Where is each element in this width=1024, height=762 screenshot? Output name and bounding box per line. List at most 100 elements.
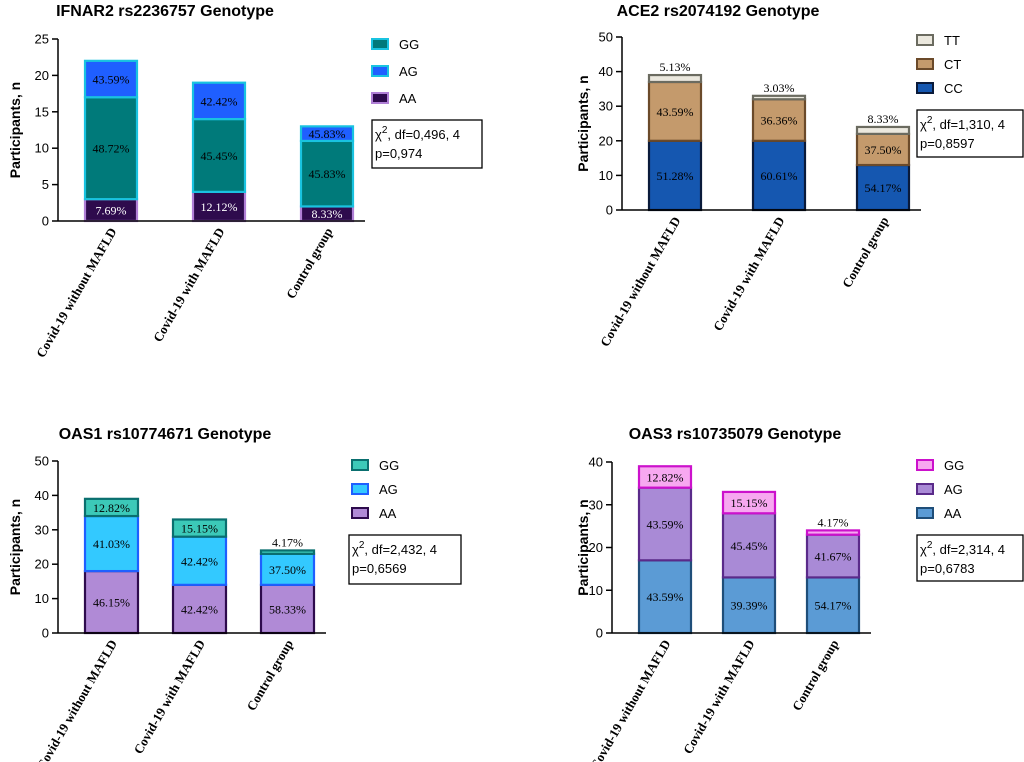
bar-segment-aa bbox=[721, 576, 777, 635]
data-label: 45.83% bbox=[309, 127, 346, 141]
stat-chi-line: χ2, df=2,314, 4 bbox=[920, 540, 1005, 557]
bar-segment-gg bbox=[637, 465, 693, 489]
chi-superscript: 2 bbox=[359, 540, 365, 551]
data-label: 54.17% bbox=[815, 599, 852, 613]
data-label: 48.72% bbox=[93, 142, 130, 156]
legend-swatch-gg bbox=[351, 459, 369, 471]
data-label: 5.13% bbox=[660, 60, 691, 74]
x-category-label: Control group bbox=[839, 214, 892, 290]
legend-label: GG bbox=[379, 458, 399, 473]
chi-symbol: χ bbox=[920, 542, 927, 557]
stat-p-value: p=0,8597 bbox=[920, 136, 975, 151]
x-category-label: Covid-19 with MAFLD bbox=[130, 637, 208, 756]
y-tick-label: 30 bbox=[599, 99, 613, 114]
chart-panel-2: ACE2 rs2074192 Genotype Participants, n 0 1… bbox=[575, 3, 1024, 349]
legend-label: TT bbox=[944, 33, 960, 48]
bar-segment-gg bbox=[805, 529, 861, 536]
data-label: 43.59% bbox=[657, 105, 694, 119]
x-category-label: Control group bbox=[283, 225, 336, 301]
data-label: 3.03% bbox=[764, 81, 795, 95]
data-label: 8.33% bbox=[868, 112, 899, 126]
y-tick-label: 40 bbox=[35, 488, 49, 503]
legend-swatch-aa bbox=[916, 507, 934, 519]
data-label: 43.59% bbox=[647, 517, 684, 531]
data-label: 42.42% bbox=[201, 94, 238, 108]
legend-swatch-gg bbox=[371, 38, 389, 50]
y-tick-label: 10 bbox=[599, 168, 613, 183]
stat-p-value: p=0,6783 bbox=[920, 561, 975, 576]
y-tick-label: 30 bbox=[35, 522, 49, 537]
bar-segment-ag bbox=[171, 535, 228, 586]
bar-segment-aa bbox=[805, 576, 861, 635]
x-category-label: Covid-19 with MAFLD bbox=[680, 637, 758, 756]
y-tick-label: 40 bbox=[589, 455, 603, 470]
legend-swatch-aa bbox=[371, 92, 389, 104]
y-tick-label: 10 bbox=[35, 141, 49, 156]
chi-superscript: 2 bbox=[382, 125, 388, 136]
legend-label: AA bbox=[399, 91, 417, 106]
bar-segment-gg bbox=[299, 139, 355, 208]
bar-segment-cc bbox=[855, 163, 911, 212]
bar-segment-ag bbox=[83, 59, 139, 99]
y-tick-label: 0 bbox=[596, 626, 603, 641]
data-label: 45.45% bbox=[731, 539, 768, 553]
legend-label: GG bbox=[944, 458, 964, 473]
y-tick-label: 25 bbox=[35, 32, 49, 47]
data-label: 45.45% bbox=[201, 149, 238, 163]
y-tick-label: 20 bbox=[599, 133, 613, 148]
legend-swatch-ag bbox=[351, 483, 369, 495]
chi-df-value: , df=2,314, 4 bbox=[932, 542, 1005, 557]
chart-title: IFNAR2 rs2236757 Genotype bbox=[56, 3, 274, 20]
chi-symbol: χ bbox=[920, 117, 927, 132]
y-tick-label: 40 bbox=[599, 64, 613, 79]
chart-panel-4: OAS3 rs10735079 Genotype Participants, n 0… bbox=[575, 426, 1024, 762]
data-label: 41.67% bbox=[815, 550, 852, 564]
stat-p-value: p=0,974 bbox=[375, 146, 422, 161]
chi-superscript: 2 bbox=[927, 115, 933, 126]
y-axis-label: Participants, n bbox=[7, 82, 23, 178]
legend-swatch-tt bbox=[916, 34, 934, 46]
data-label: 43.59% bbox=[93, 73, 130, 87]
data-label: 15.15% bbox=[181, 522, 218, 536]
y-tick-label: 20 bbox=[589, 540, 603, 555]
data-label: 12.12% bbox=[201, 200, 238, 214]
chart-panel-1: IFNAR2 rs2236757 Genotype Participants, n… bbox=[7, 3, 483, 360]
bar-segment-ag bbox=[259, 552, 316, 586]
data-label: 15.15% bbox=[731, 496, 768, 510]
x-category-label: Control group bbox=[243, 637, 296, 713]
chart-title: OAS1 rs10774671 Genotype bbox=[59, 426, 272, 443]
data-label: 4.17% bbox=[818, 515, 849, 529]
data-label: 37.50% bbox=[269, 563, 306, 577]
legend-label: AG bbox=[379, 482, 398, 497]
y-axis-label: Participants, n bbox=[575, 75, 591, 171]
y-tick-label: 20 bbox=[35, 68, 49, 83]
bar-segment-gg bbox=[191, 117, 247, 193]
y-tick-label: 15 bbox=[35, 104, 49, 119]
y-tick-label: 30 bbox=[589, 497, 603, 512]
chi-df-value: , df=1,310, 4 bbox=[932, 117, 1005, 132]
chart-title: ACE2 rs2074192 Genotype bbox=[617, 3, 820, 20]
stat-chi-line: χ2, df=0,496, 4 bbox=[375, 125, 460, 142]
y-tick-label: 0 bbox=[42, 626, 49, 641]
x-category-label: Covid-19 with MAFLD bbox=[150, 225, 228, 344]
bar-segment-ag bbox=[721, 512, 777, 579]
bar-segment-ct bbox=[855, 132, 911, 167]
data-label: 45.83% bbox=[309, 167, 346, 181]
y-tick-label: 20 bbox=[35, 557, 49, 572]
data-label: 58.33% bbox=[269, 602, 306, 616]
y-tick-label: 50 bbox=[35, 454, 49, 469]
y-axis-label: Participants, n bbox=[7, 499, 23, 595]
data-label: 46.15% bbox=[93, 596, 130, 610]
stat-p-value: p=0,6569 bbox=[352, 561, 407, 576]
legend-swatch-ag bbox=[371, 65, 389, 77]
bar-segment-gg bbox=[83, 497, 140, 518]
legend-label: CC bbox=[944, 81, 963, 96]
legend-label: AA bbox=[944, 506, 962, 521]
y-tick-label: 0 bbox=[42, 214, 49, 229]
bar-segment-tt bbox=[647, 73, 703, 84]
x-category-label: Covid-19 without MAFLD bbox=[33, 225, 120, 360]
bar-segment-cc bbox=[647, 139, 703, 212]
legend-swatch-aa bbox=[351, 507, 369, 519]
data-label: 12.82% bbox=[647, 470, 684, 484]
